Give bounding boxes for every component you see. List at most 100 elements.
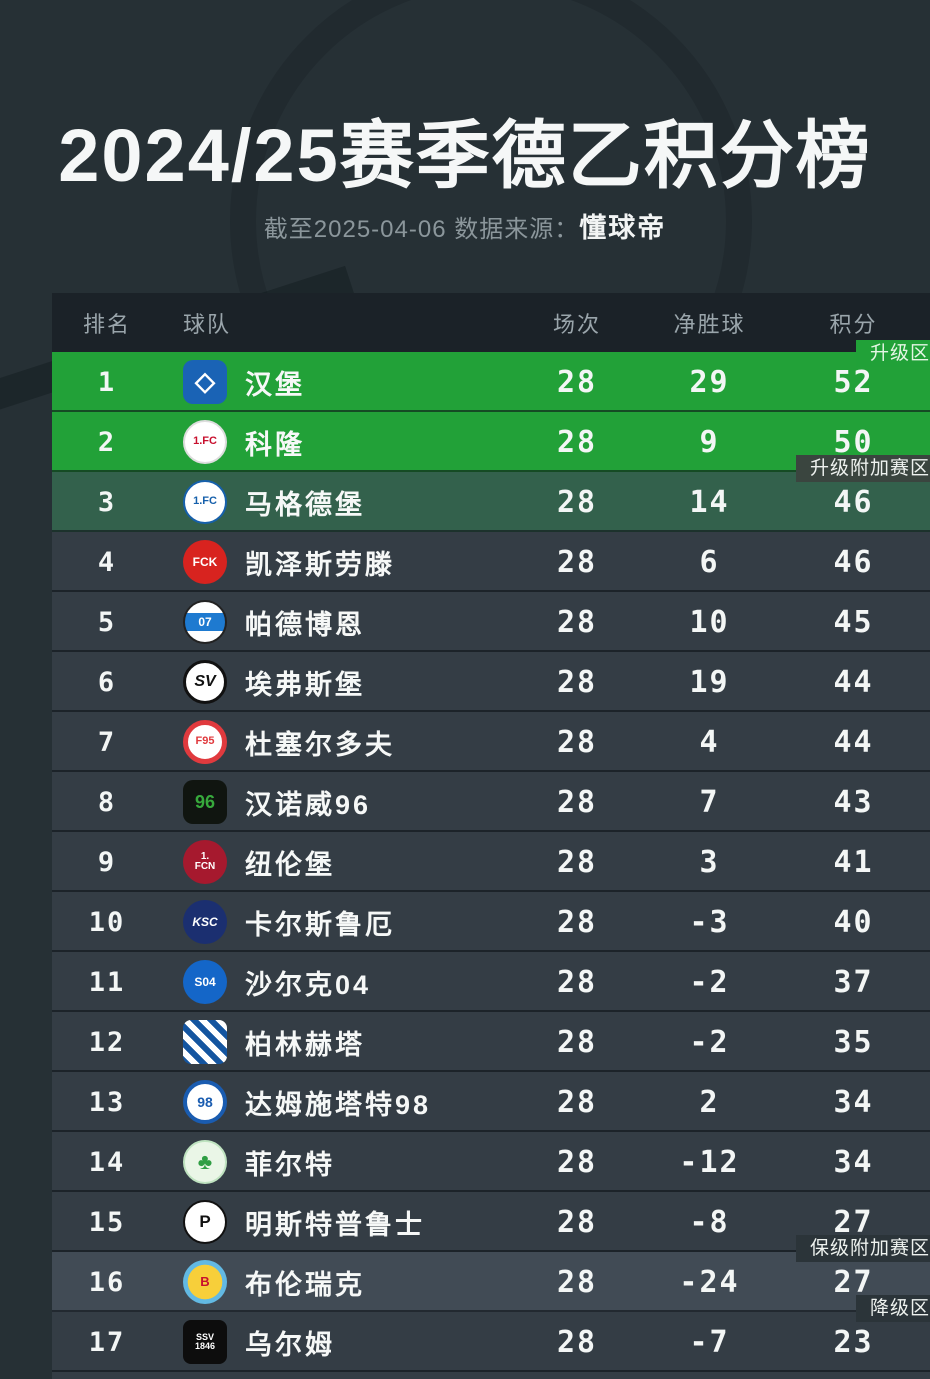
points-value: 46 — [833, 544, 874, 580]
zone-label-relegation-playoff: 保级附加赛区 — [795, 1235, 930, 1262]
goal-difference-value: -2 — [689, 964, 730, 1000]
points-value: 43 — [833, 784, 874, 820]
table-row: 13 98 达姆施塔特98 28 2 34 — [52, 1072, 930, 1132]
team-cell: 1.FC 马格德堡 — [162, 480, 512, 524]
table-row: 9 1. FCN 纽伦堡 28 3 41 — [52, 832, 930, 892]
points-value: 41 — [833, 844, 874, 880]
goal-difference-value: -2 — [689, 1024, 730, 1060]
hamburg-logo: ◇ — [183, 360, 227, 404]
hertha-logo — [183, 1020, 227, 1064]
partial-next-row — [52, 1372, 930, 1379]
matches-value: 28 — [556, 1144, 598, 1180]
matches-value: 28 — [556, 664, 598, 700]
rank-value: 5 — [97, 606, 117, 638]
matches-value: 28 — [556, 1024, 598, 1060]
subtitle-date-source-label: 截至2025-04-06 数据来源： — [263, 216, 580, 243]
goal-difference-value: 10 — [689, 604, 730, 640]
table-row: 6 SV 埃弗斯堡 28 19 44 — [52, 652, 930, 712]
rank-value: 8 — [97, 786, 117, 818]
munster-logo: P — [183, 1200, 227, 1244]
matches-value: 28 — [556, 544, 598, 580]
rank-value: 13 — [88, 1086, 126, 1118]
team-name: 达姆施塔特98 — [245, 1089, 432, 1120]
rank-value: 15 — [88, 1206, 126, 1238]
points-value: 40 — [833, 904, 874, 940]
points-value: 46 — [833, 484, 874, 520]
matches-value: 28 — [556, 964, 598, 1000]
kaiserslautern-logo: FCK — [183, 540, 227, 584]
zone-label-relegation: 降级区 — [855, 1295, 930, 1322]
rank-value: 12 — [88, 1026, 126, 1058]
schalke04-logo: S04 — [183, 960, 227, 1004]
team-cell: P 明斯特普鲁士 — [162, 1200, 512, 1244]
rank-value: 7 — [97, 726, 117, 758]
goal-difference-value: -3 — [689, 904, 730, 940]
team-cell: F95 杜塞尔多夫 — [162, 720, 512, 764]
points-value: 44 — [833, 724, 874, 760]
team-cell: 柏林赫塔 — [162, 1020, 512, 1064]
team-cell: ◇ 汉堡 — [162, 360, 512, 404]
table-row: 5 07 帕德博恩 28 10 45 — [52, 592, 930, 652]
rank-value: 11 — [88, 966, 126, 998]
team-name: 柏林赫塔 — [245, 1029, 365, 1060]
rank-value: 3 — [97, 486, 117, 518]
team-name: 乌尔姆 — [245, 1329, 335, 1360]
goal-difference-value: -12 — [679, 1144, 740, 1180]
matches-value: 28 — [556, 424, 598, 460]
matches-value: 28 — [556, 784, 598, 820]
points-value: 45 — [833, 604, 874, 640]
table-row: 3 1.FC 马格德堡 28 14 46 — [52, 472, 930, 532]
team-name: 凯泽斯劳滕 — [245, 549, 395, 580]
magdeburg-logo: 1.FC — [183, 480, 227, 524]
rank-value: 4 — [97, 546, 117, 578]
team-name: 埃弗斯堡 — [245, 669, 365, 700]
matches-value: 28 — [556, 1324, 598, 1360]
team-cell: 1. FCN 纽伦堡 — [162, 840, 512, 884]
team-name: 科隆 — [245, 429, 305, 460]
goal-difference-value: 2 — [699, 1084, 720, 1120]
team-name: 马格德堡 — [245, 489, 365, 520]
column-header-points: 积分 — [829, 311, 878, 337]
points-value: 52 — [833, 364, 874, 400]
team-cell: 1.FC 科隆 — [162, 420, 512, 464]
matches-value: 28 — [556, 484, 598, 520]
table-row: 11 S04 沙尔克04 28 -2 37 — [52, 952, 930, 1012]
matches-value: 28 — [556, 844, 598, 880]
column-header-goal-difference: 净胜球 — [673, 311, 746, 337]
team-cell: ♣ 菲尔特 — [162, 1140, 512, 1184]
elversberg-logo: SV — [183, 660, 227, 704]
matches-value: 28 — [556, 364, 598, 400]
team-cell: KSC 卡尔斯鲁厄 — [162, 900, 512, 944]
nurnberg-logo: 1. FCN — [183, 840, 227, 884]
goal-difference-value: 29 — [689, 364, 730, 400]
points-value: 50 — [833, 424, 874, 460]
ulm-logo: SSV 1846 — [183, 1320, 227, 1364]
goal-difference-value: 19 — [689, 664, 730, 700]
table-row: 17 SSV 1846 乌尔姆 28 -7 23 — [52, 1312, 930, 1372]
matches-value: 28 — [556, 1264, 598, 1300]
zone-label-promotion-playoff: 升级附加赛区 — [795, 455, 930, 482]
dusseldorf-logo: F95 — [183, 720, 227, 764]
zone-label-promotion: 升级区 — [855, 340, 930, 367]
team-cell: B 布伦瑞克 — [162, 1260, 512, 1304]
page-subtitle: 截至2025-04-06 数据来源：懂球帝 — [0, 206, 930, 245]
column-header-team: 球队 — [183, 311, 232, 337]
table-body: 1 ◇ 汉堡 28 29 52 2 1.FC 科隆 28 9 50 3 1.FC… — [52, 352, 930, 1372]
rank-value: 16 — [88, 1266, 126, 1298]
rank-value: 9 — [97, 846, 117, 878]
table-row: 16 B 布伦瑞克 28 -24 27 — [52, 1252, 930, 1312]
matches-value: 28 — [556, 1204, 598, 1240]
standings-table: 排名 球队 场次 净胜球 积分 1 ◇ 汉堡 28 29 52 2 1.FC 科… — [52, 293, 930, 1379]
rank-value: 2 — [97, 426, 117, 458]
goal-difference-value: 3 — [699, 844, 720, 880]
furth-logo: ♣ — [183, 1140, 227, 1184]
goal-difference-value: 9 — [699, 424, 720, 460]
table-row: 7 F95 杜塞尔多夫 28 4 44 — [52, 712, 930, 772]
team-name: 布伦瑞克 — [245, 1269, 365, 1300]
table-row: 8 96 汉诺威96 28 7 43 — [52, 772, 930, 832]
rank-value: 6 — [97, 666, 117, 698]
team-name: 卡尔斯鲁厄 — [245, 909, 395, 940]
points-value: 37 — [833, 964, 874, 1000]
paderborn-logo: 07 — [183, 600, 227, 644]
column-header-rank: 排名 — [82, 311, 131, 337]
